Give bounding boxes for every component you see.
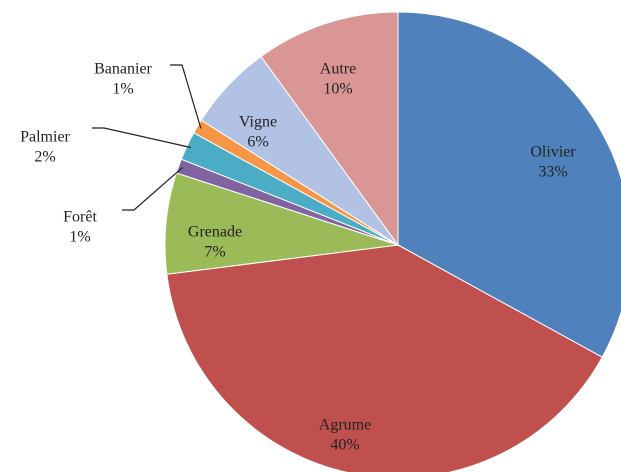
- leader-line: [170, 64, 202, 129]
- slice-label: Forêt: [63, 209, 97, 226]
- slice-label: Olivier: [530, 144, 576, 161]
- slice-label: Bananier: [94, 61, 152, 78]
- slice-label: Grenade: [188, 224, 242, 241]
- pie-slice: [260, 11, 399, 247]
- leader-line: [92, 127, 191, 149]
- value-label: 40%: [330, 437, 359, 454]
- value-label: 6%: [247, 134, 268, 151]
- value-label: 10%: [323, 81, 352, 98]
- leader-line: [122, 166, 183, 211]
- value-label: 7%: [204, 244, 225, 261]
- pie-slice: [164, 172, 399, 275]
- value-label: 33%: [538, 164, 567, 181]
- slice-label: Agrume: [319, 417, 371, 434]
- pie-slice: [397, 11, 621, 358]
- slice-label: Vigne: [239, 114, 277, 131]
- value-label: 1%: [112, 81, 133, 98]
- pie-slice: [166, 244, 603, 472]
- value-label: 2%: [34, 149, 55, 166]
- value-label: 1%: [69, 229, 90, 246]
- slice-label: Palmier: [20, 129, 70, 146]
- slice-label: Autre: [320, 61, 356, 78]
